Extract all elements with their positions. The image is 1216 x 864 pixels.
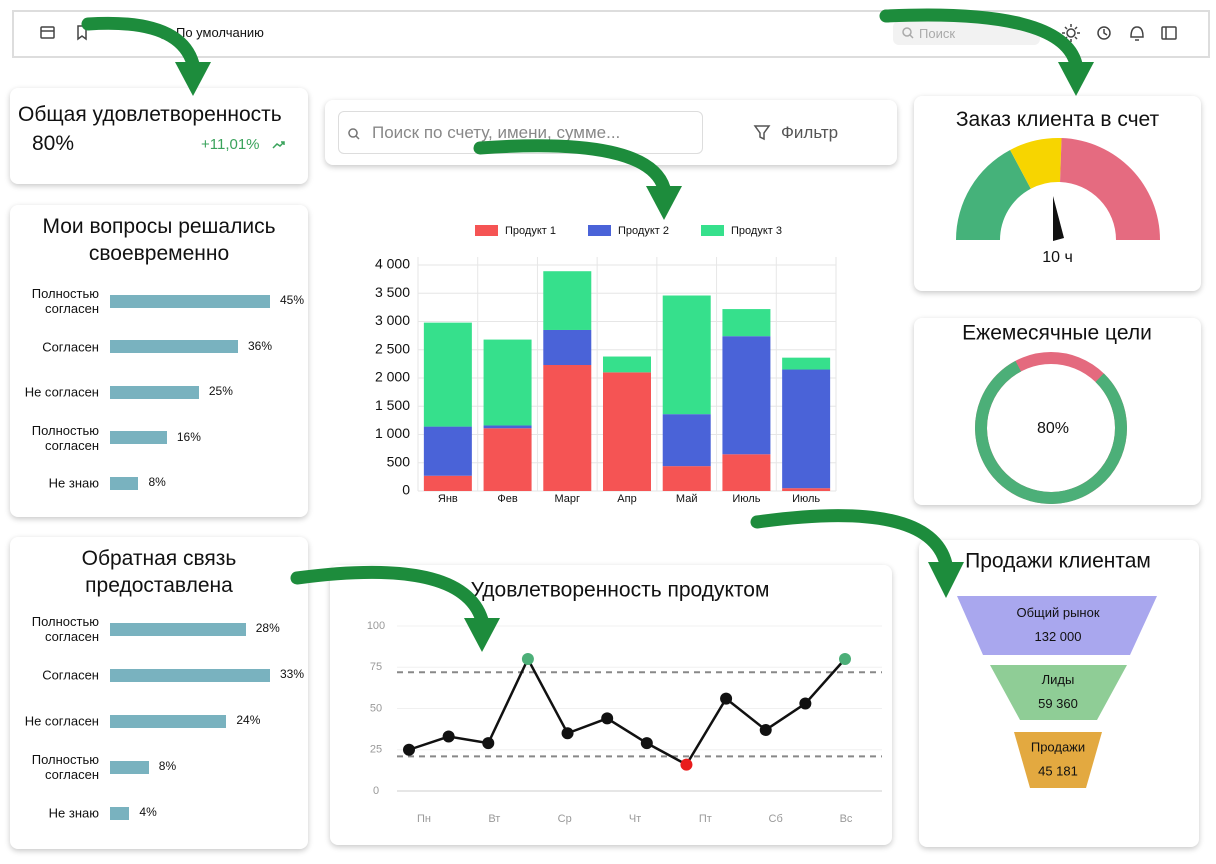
order-label: 10 ч <box>1042 249 1073 266</box>
y-tick-label: 3 000 <box>375 312 410 328</box>
category-label: Полностью согласен <box>31 422 99 453</box>
category-label: Полностью согласен <box>31 752 99 782</box>
bar <box>110 431 167 444</box>
filter-button[interactable]: Фильтр <box>781 123 839 142</box>
category-label: Не знаю <box>48 805 99 821</box>
bar-segment <box>782 488 831 491</box>
top-search[interactable] <box>893 21 1040 45</box>
y-tick-label: 1 500 <box>375 397 410 413</box>
legend-swatch <box>701 225 724 236</box>
questions-card <box>10 205 308 517</box>
arrow-body <box>750 509 953 571</box>
value-label: 45% <box>280 293 305 307</box>
bar-segment <box>662 414 711 467</box>
arrow-head <box>1058 62 1094 96</box>
bar-segment <box>483 339 532 426</box>
bar-segment <box>543 365 592 491</box>
breadcrumb[interactable]: По умолчанию <box>176 25 264 40</box>
bar-segment <box>603 356 651 373</box>
bar <box>110 760 149 774</box>
arrow-head <box>646 186 682 220</box>
category-label: Не согласен <box>24 384 99 400</box>
value-label: 8% <box>158 759 177 773</box>
category-label: Не знаю <box>48 475 99 491</box>
legend-label: Продукт 2 <box>618 225 669 237</box>
bar-segment <box>722 336 771 455</box>
y-tick-label: 2 500 <box>375 340 410 356</box>
bar-segment <box>543 271 592 330</box>
x-tick-label: Июль <box>732 493 760 505</box>
satisfaction-title: Общая удовлетворенность <box>18 103 282 126</box>
y-tick-label: 4 000 <box>375 256 410 272</box>
x-tick-label: Янв <box>438 493 458 505</box>
category-label: Согласен <box>42 667 99 683</box>
category-label: Не согласен <box>24 713 99 729</box>
x-tick-label: Июль <box>792 493 820 505</box>
value-label: 25% <box>208 384 233 398</box>
bar-segment <box>722 454 771 491</box>
category-label: Полностью согласен <box>31 286 99 316</box>
bar <box>110 668 270 682</box>
bar-segment <box>662 295 711 415</box>
satisfaction-change: +11,01% <box>201 136 260 153</box>
feedback-card <box>10 537 308 849</box>
bar-segment <box>722 309 771 337</box>
legend-label: Продукт 1 <box>505 225 556 237</box>
bar-segment <box>543 329 592 366</box>
card-title: Мои вопросы решались своевременно <box>42 215 276 265</box>
y-tick-label: 1 000 <box>375 425 410 441</box>
legend-swatch <box>588 225 611 236</box>
bar-segment <box>483 428 532 491</box>
bar <box>110 622 246 636</box>
x-tick-label: Марг <box>555 493 581 505</box>
bar-segment <box>423 426 472 476</box>
x-tick-label: Май <box>676 493 698 505</box>
value-label: 4% <box>139 805 157 819</box>
bar <box>110 294 270 308</box>
product-card <box>330 565 892 845</box>
value-label: 16% <box>176 429 201 444</box>
bar-segment <box>662 466 711 491</box>
bar-segment <box>483 425 532 429</box>
value-label: 24% <box>236 713 261 727</box>
bar <box>110 340 238 353</box>
y-tick-label: 500 <box>387 453 411 469</box>
bar <box>110 806 130 820</box>
bar-segment <box>603 372 651 491</box>
y-tick-label: 0 <box>402 482 410 498</box>
value-label: 33% <box>280 667 305 681</box>
y-tick-label: 2 000 <box>375 369 410 385</box>
category-label: Полностью согласен <box>31 614 99 644</box>
search-placeholder: Поиск по счету, имени, сумме... <box>372 123 621 142</box>
value-label: 28% <box>255 621 280 635</box>
value-label: 8% <box>148 475 166 489</box>
satisfaction-value: 80% <box>32 132 75 155</box>
order-title: Заказ клиента в счет <box>955 108 1160 131</box>
value-label: 36% <box>248 338 273 353</box>
sales-card <box>919 540 1199 847</box>
bar-segment <box>423 475 472 491</box>
bar <box>110 385 199 399</box>
x-tick-label: Фев <box>497 493 517 505</box>
bar <box>110 714 227 728</box>
top-search-text: Поиск <box>919 26 956 41</box>
bar-segment <box>782 357 831 370</box>
legend-label: Продукт 3 <box>731 225 782 237</box>
legend-swatch <box>475 225 498 236</box>
bar-segment <box>782 369 831 489</box>
category-label: Согласен <box>42 339 99 354</box>
card-title: Обратная связь предоставлена <box>81 547 237 597</box>
x-tick-label: Апр <box>617 493 636 505</box>
bar <box>110 476 139 490</box>
goals-card <box>914 318 1201 505</box>
satisfaction-card <box>10 88 308 184</box>
bar-segment <box>423 322 472 427</box>
y-tick-label: 3 500 <box>375 284 410 300</box>
